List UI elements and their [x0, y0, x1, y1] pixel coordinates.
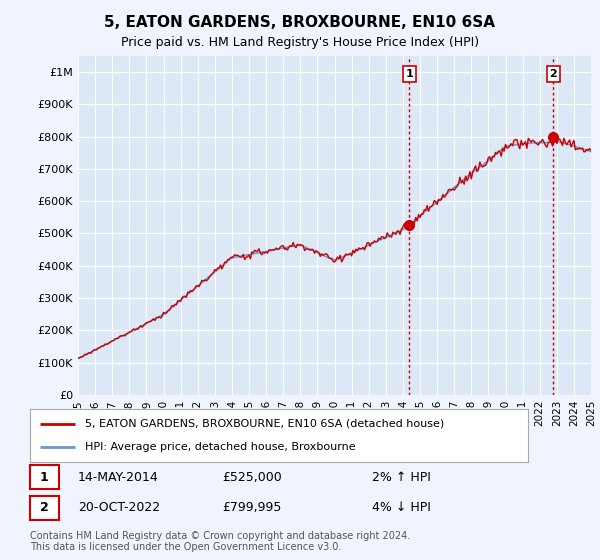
Text: 5, EATON GARDENS, BROXBOURNE, EN10 6SA: 5, EATON GARDENS, BROXBOURNE, EN10 6SA — [104, 15, 496, 30]
Text: HPI: Average price, detached house, Broxbourne: HPI: Average price, detached house, Brox… — [85, 442, 355, 452]
Text: 4% ↓ HPI: 4% ↓ HPI — [372, 501, 431, 515]
Text: Contains HM Land Registry data © Crown copyright and database right 2024.
This d: Contains HM Land Registry data © Crown c… — [30, 531, 410, 553]
Text: £799,995: £799,995 — [222, 501, 281, 515]
Text: 1: 1 — [406, 69, 413, 79]
Text: Price paid vs. HM Land Registry's House Price Index (HPI): Price paid vs. HM Land Registry's House … — [121, 36, 479, 49]
Text: 5, EATON GARDENS, BROXBOURNE, EN10 6SA (detached house): 5, EATON GARDENS, BROXBOURNE, EN10 6SA (… — [85, 419, 444, 429]
Text: 20-OCT-2022: 20-OCT-2022 — [78, 501, 160, 515]
Text: £525,000: £525,000 — [222, 470, 282, 484]
Text: 1: 1 — [40, 470, 49, 484]
Text: 2% ↑ HPI: 2% ↑ HPI — [372, 470, 431, 484]
Text: 14-MAY-2014: 14-MAY-2014 — [78, 470, 159, 484]
Text: 2: 2 — [40, 501, 49, 515]
Text: 2: 2 — [550, 69, 557, 79]
